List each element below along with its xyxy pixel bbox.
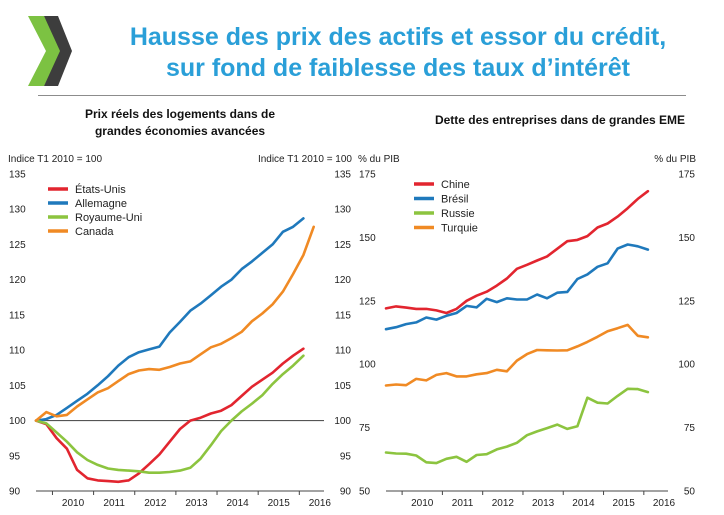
- housing-y-tick-left: 90: [9, 487, 21, 498]
- housing-series-canada: [34, 225, 315, 422]
- slide-title: Hausse des prix des actifs et essor du c…: [78, 22, 718, 84]
- housing-y-label-left: Indice T1 2010 = 100: [8, 154, 102, 165]
- slide-title-line-1: Hausse des prix des actifs et essor du c…: [129, 23, 667, 51]
- housing-y-tick-left: 125: [9, 240, 26, 251]
- debt-y-tick-left: 75: [359, 423, 371, 434]
- housing-y-tick-left: 115: [9, 310, 25, 321]
- debt-x-tick-2016: 2016: [653, 498, 676, 509]
- housing-y-tick-right: 130: [334, 205, 351, 216]
- debt-legend-label: Russie: [441, 208, 475, 220]
- left-chart-title-line-1: Prix réels des logements dans de: [84, 107, 276, 121]
- debt-y-tick-right: 175: [678, 170, 695, 181]
- housing-y-tick-right: 115: [335, 310, 351, 321]
- debt-series-russie: [384, 387, 650, 465]
- debt-x-tick-2010: 2010: [411, 498, 434, 509]
- debt-y-tick-left: 175: [359, 170, 376, 181]
- housing-x-tick-2015: 2015: [268, 498, 291, 509]
- title-divider: [38, 95, 686, 96]
- housing-y-tick-left: 120: [9, 275, 26, 286]
- housing-y-tick-left: 95: [9, 451, 21, 462]
- oecd-logo: [28, 16, 72, 86]
- housing-y-label-right: Indice T1 2010 = 100: [258, 154, 352, 165]
- housing-x-tick-2010: 2010: [62, 498, 85, 509]
- debt-x-tick-2014: 2014: [572, 498, 595, 509]
- debt-x-tick-2015: 2015: [613, 498, 636, 509]
- housing-y-tick-right: 120: [334, 275, 351, 286]
- housing-x-tick-2016: 2016: [309, 498, 332, 509]
- debt-x-tick-2011: 2011: [452, 498, 474, 509]
- housing-x-tick-2012: 2012: [144, 498, 167, 509]
- debt-series-turquie: [384, 323, 650, 387]
- debt-y-label-right: % du PIB: [654, 154, 696, 165]
- debt-series-br-sil: [384, 243, 650, 331]
- housing-y-tick-left: 130: [9, 205, 26, 216]
- housing-y-tick-right: 125: [334, 240, 351, 251]
- housing-legend-label: États-Unis: [75, 183, 126, 196]
- debt-series-chine: [384, 189, 650, 315]
- debt-legend-label: Brésil: [441, 194, 469, 206]
- housing-x-tick-2014: 2014: [226, 498, 249, 509]
- housing-y-tick-right: 110: [335, 346, 351, 357]
- housing-y-tick-left: 135: [9, 170, 26, 181]
- debt-y-tick-left: 50: [359, 487, 371, 498]
- housing-series--tats-unis: [34, 347, 305, 484]
- debt-y-tick-right: 125: [678, 296, 695, 307]
- debt-y-tick-left: 125: [359, 296, 376, 307]
- debt-y-label-left: % du PIB: [358, 154, 400, 165]
- housing-y-tick-left: 110: [9, 346, 25, 357]
- housing-series-allemagne: [34, 217, 305, 422]
- left-chart-title: Prix réels des logements dans de grandes…: [30, 106, 330, 140]
- housing-y-tick-right: 100: [334, 416, 351, 427]
- housing-legend-label: Royaume-Uni: [75, 212, 142, 224]
- housing-y-tick-right: 95: [340, 451, 352, 462]
- debt-y-tick-left: 100: [359, 360, 376, 371]
- housing-y-tick-left: 105: [9, 381, 26, 392]
- debt-legend-label: Chine: [441, 179, 470, 191]
- housing-series-royaume-uni: [34, 354, 305, 474]
- housing-y-tick-right: 90: [340, 487, 352, 498]
- debt-y-tick-right: 100: [678, 360, 695, 371]
- debt-y-tick-right: 50: [684, 487, 696, 498]
- housing-legend-label: Allemagne: [75, 198, 127, 210]
- debt-x-tick-2012: 2012: [492, 498, 515, 509]
- housing-legend-label: Canada: [75, 226, 114, 238]
- debt-legend-label: Turquie: [441, 223, 478, 235]
- logo-chevron-front: [28, 16, 62, 86]
- logo-chevron-back: [44, 16, 72, 86]
- slide-title-line-2: sur fond de faiblesse des taux d’intérêt: [165, 54, 630, 82]
- housing-x-tick-2013: 2013: [185, 498, 208, 509]
- debt-x-tick-2013: 2013: [532, 498, 555, 509]
- housing-x-tick-2011: 2011: [103, 498, 125, 509]
- housing-y-tick-right: 105: [334, 381, 351, 392]
- right-chart-title: Dette des entreprises dans de grandes EM…: [434, 113, 686, 127]
- housing-y-tick-right: 135: [334, 170, 351, 181]
- left-chart-title-line-2: grandes économies avancées: [94, 124, 266, 138]
- housing-y-tick-left: 100: [9, 416, 26, 427]
- debt-y-tick-right: 150: [678, 233, 695, 244]
- debt-y-tick-right: 75: [684, 423, 696, 434]
- debt-y-tick-left: 150: [359, 233, 376, 244]
